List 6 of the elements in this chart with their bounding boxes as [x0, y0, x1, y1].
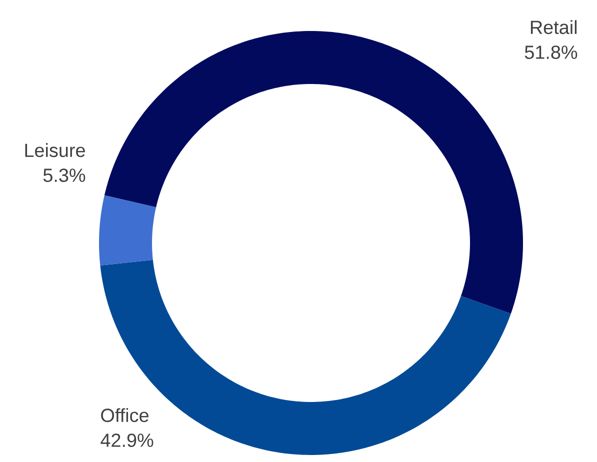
data-label: 42.9%	[100, 434, 154, 447]
slice-label: Retail	[530, 20, 577, 34]
slice-label: Office	[101, 408, 148, 422]
slice-label: Leisure	[25, 143, 85, 158]
data-label: 5.3%	[43, 168, 86, 182]
data-label: 51.8%	[524, 46, 578, 59]
